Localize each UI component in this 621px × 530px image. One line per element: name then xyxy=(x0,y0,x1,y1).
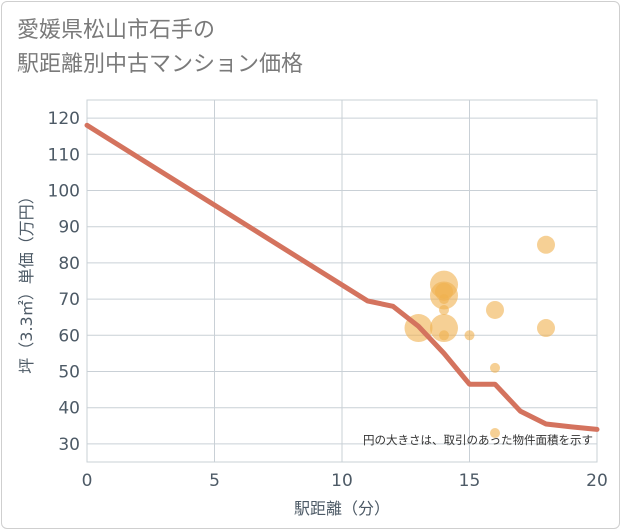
y-tick-label: 50 xyxy=(58,363,80,383)
bubble-point xyxy=(490,428,500,439)
chart-title: 愛媛県松山市石手の 駅距離別中古マンション価格 xyxy=(17,14,303,82)
trend-line xyxy=(84,122,600,432)
y-tick-label: 120 xyxy=(48,109,80,129)
x-axis-label: 駅距離（分） xyxy=(294,499,390,518)
line-series xyxy=(84,122,600,432)
y-tick-label: 30 xyxy=(58,435,80,455)
size-note: 円の大きさは、取引のあった物件面積を示す xyxy=(363,433,593,447)
y-tick-label: 100 xyxy=(48,182,80,202)
bubble-point xyxy=(537,235,555,254)
x-tick-label: 20 xyxy=(586,471,608,491)
bubble-point xyxy=(490,362,500,373)
bubble-point xyxy=(435,282,453,301)
bubble-point xyxy=(439,304,449,315)
bubble-point xyxy=(430,314,458,343)
bubble-point xyxy=(439,294,449,305)
bubble-point xyxy=(439,330,449,341)
bubble-point xyxy=(464,330,475,341)
chart-title-line1: 愛媛県松山市石手の xyxy=(17,18,216,43)
y-tick-label: 90 xyxy=(58,218,80,238)
y-tick-label: 70 xyxy=(58,290,80,310)
bubble-point xyxy=(486,300,504,319)
y-axis-label: 坪（3.3㎡）単価（万円） xyxy=(17,188,36,373)
y-tick-label: 110 xyxy=(48,145,80,165)
x-tick-label: 10 xyxy=(331,471,353,491)
chart-title-line2: 駅距離別中古マンション価格 xyxy=(17,52,304,77)
x-tick-label: 0 xyxy=(82,471,93,491)
axis-ticks: 0 5 10 15 20 30 40 50 60 70 80 90 100 110 120 xyxy=(48,109,608,491)
x-tick-label: 15 xyxy=(459,471,481,491)
bubble-point xyxy=(537,319,555,338)
y-tick-label: 60 xyxy=(58,326,80,346)
plot-frame xyxy=(86,99,598,463)
y-tick-label: 80 xyxy=(58,254,80,274)
y-tick-label: 40 xyxy=(58,399,80,419)
x-tick-label: 5 xyxy=(209,471,220,491)
grid xyxy=(87,100,597,462)
